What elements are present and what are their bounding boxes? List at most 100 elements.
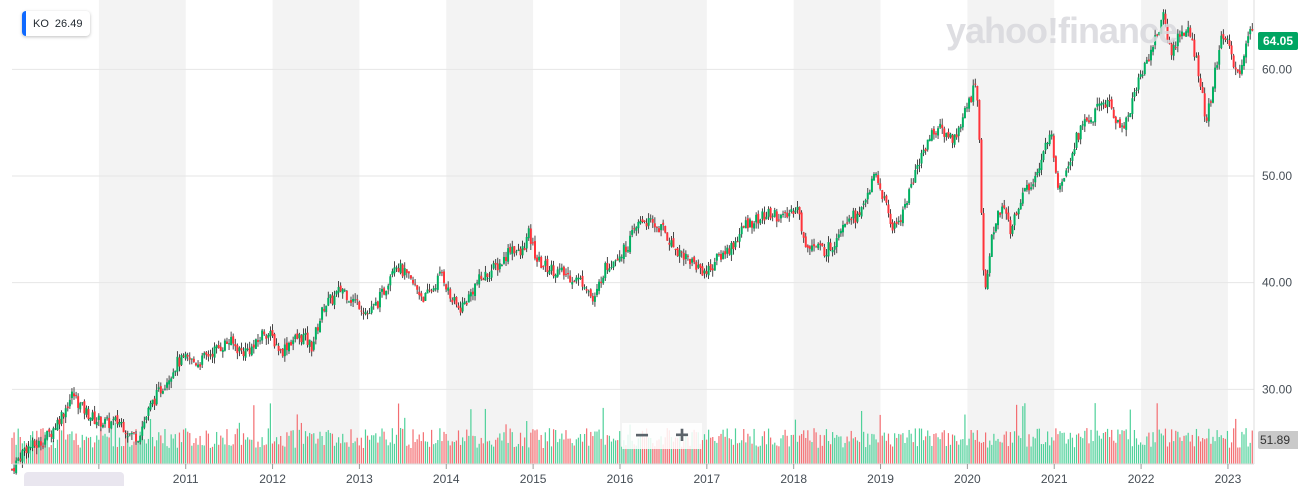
- candle-body: [823, 246, 826, 256]
- volume-bar: [1092, 441, 1094, 464]
- volume-bar: [168, 447, 170, 464]
- volume-bar: [470, 409, 472, 464]
- candle-body: [1158, 31, 1161, 36]
- candle-body: [296, 333, 299, 339]
- volume-bar: [778, 446, 780, 464]
- candle-body: [821, 243, 824, 247]
- candle-body: [1036, 172, 1039, 176]
- volume-bar: [654, 446, 656, 464]
- candle-body: [1009, 220, 1012, 235]
- volume-bar: [827, 441, 830, 464]
- candle-body: [1007, 212, 1010, 220]
- volume-bar: [110, 429, 112, 464]
- candle-body: [232, 336, 235, 344]
- candle-body: [666, 232, 669, 241]
- candle-body: [1125, 117, 1128, 130]
- volume-bar: [557, 442, 559, 464]
- volume-bar: [879, 414, 881, 464]
- volume-bar: [366, 435, 369, 464]
- symbol-legend[interactable]: KO 26.49: [22, 11, 91, 36]
- volume-bar: [817, 447, 819, 464]
- candle-body: [775, 211, 778, 222]
- volume-bar: [315, 443, 317, 464]
- candle-body: [748, 219, 751, 228]
- volume-bar: [1160, 433, 1162, 464]
- volume-bar: [466, 429, 468, 464]
- volume-bar: [811, 442, 813, 464]
- candle-body: [934, 133, 937, 135]
- candle-body: [385, 290, 388, 296]
- candle-body: [676, 248, 679, 257]
- volume-bar: [608, 435, 610, 464]
- volume-bar: [472, 435, 474, 464]
- candle-body: [581, 275, 584, 287]
- volume-bar: [244, 439, 247, 464]
- volume-bar: [720, 433, 722, 464]
- candle-body: [197, 364, 200, 367]
- candle-body: [29, 447, 32, 449]
- volume-bar: [106, 436, 108, 464]
- candle-body: [1017, 208, 1020, 215]
- volume-bar: [1044, 442, 1047, 464]
- candle-body: [961, 117, 964, 128]
- candle-body: [693, 257, 696, 263]
- volume-bar: [623, 440, 625, 464]
- candle-body: [937, 128, 940, 136]
- candle-body: [509, 246, 512, 253]
- volume-bar: [400, 427, 402, 464]
- volume-bar: [412, 429, 414, 464]
- volume-bar: [1096, 430, 1098, 464]
- candle-body: [91, 412, 94, 420]
- volume-bar: [451, 441, 453, 464]
- candle-body: [573, 281, 576, 283]
- volume-bar: [435, 443, 437, 464]
- volume-bar: [1144, 444, 1146, 464]
- zoom-in-button[interactable]: +: [674, 422, 689, 449]
- candle-body: [254, 339, 257, 349]
- zoom-out-button[interactable]: −: [634, 422, 649, 449]
- volume-bar: [670, 436, 673, 464]
- candle-body: [899, 220, 902, 222]
- candle-body: [1079, 125, 1082, 140]
- candle-body: [1214, 67, 1217, 89]
- volume-bar: [532, 429, 534, 464]
- volume-bar: [776, 445, 778, 464]
- volume-bar: [395, 434, 398, 464]
- volume-bar: [191, 445, 193, 464]
- volume-bar: [978, 441, 981, 464]
- candle-body: [207, 354, 210, 357]
- candle-body: [1135, 89, 1138, 91]
- candle-body: [97, 415, 100, 421]
- volume-bar: [1026, 446, 1028, 464]
- volume-bar: [1230, 442, 1233, 464]
- volume-bar: [1082, 438, 1084, 464]
- x-tick-label: 2014: [433, 472, 460, 486]
- candle-body: [1090, 119, 1093, 123]
- candle-body: [31, 440, 34, 449]
- candle-body: [356, 299, 359, 301]
- volume-bar: [896, 437, 898, 464]
- volume-bar: [455, 440, 458, 464]
- candle-body: [529, 228, 532, 244]
- candle-body: [269, 330, 272, 337]
- navigator-handle[interactable]: [24, 472, 124, 486]
- volume-bar: [1233, 428, 1235, 464]
- candle-body: [416, 285, 419, 290]
- candle-body: [1168, 41, 1171, 44]
- volume-bar: [1245, 428, 1247, 464]
- candle-body: [887, 204, 890, 214]
- volume-bar: [98, 439, 100, 464]
- candle-body: [664, 225, 667, 233]
- candle-body: [37, 440, 40, 448]
- volume-bar: [602, 407, 604, 464]
- candle-body: [784, 212, 787, 214]
- volume-bar: [949, 444, 952, 464]
- candle-body: [670, 240, 673, 247]
- candle-body: [1224, 38, 1227, 40]
- volume-bar: [296, 414, 298, 464]
- volume-bar: [180, 442, 183, 464]
- candle-body: [505, 257, 508, 262]
- candle-body: [641, 219, 644, 222]
- candle-body: [808, 246, 811, 249]
